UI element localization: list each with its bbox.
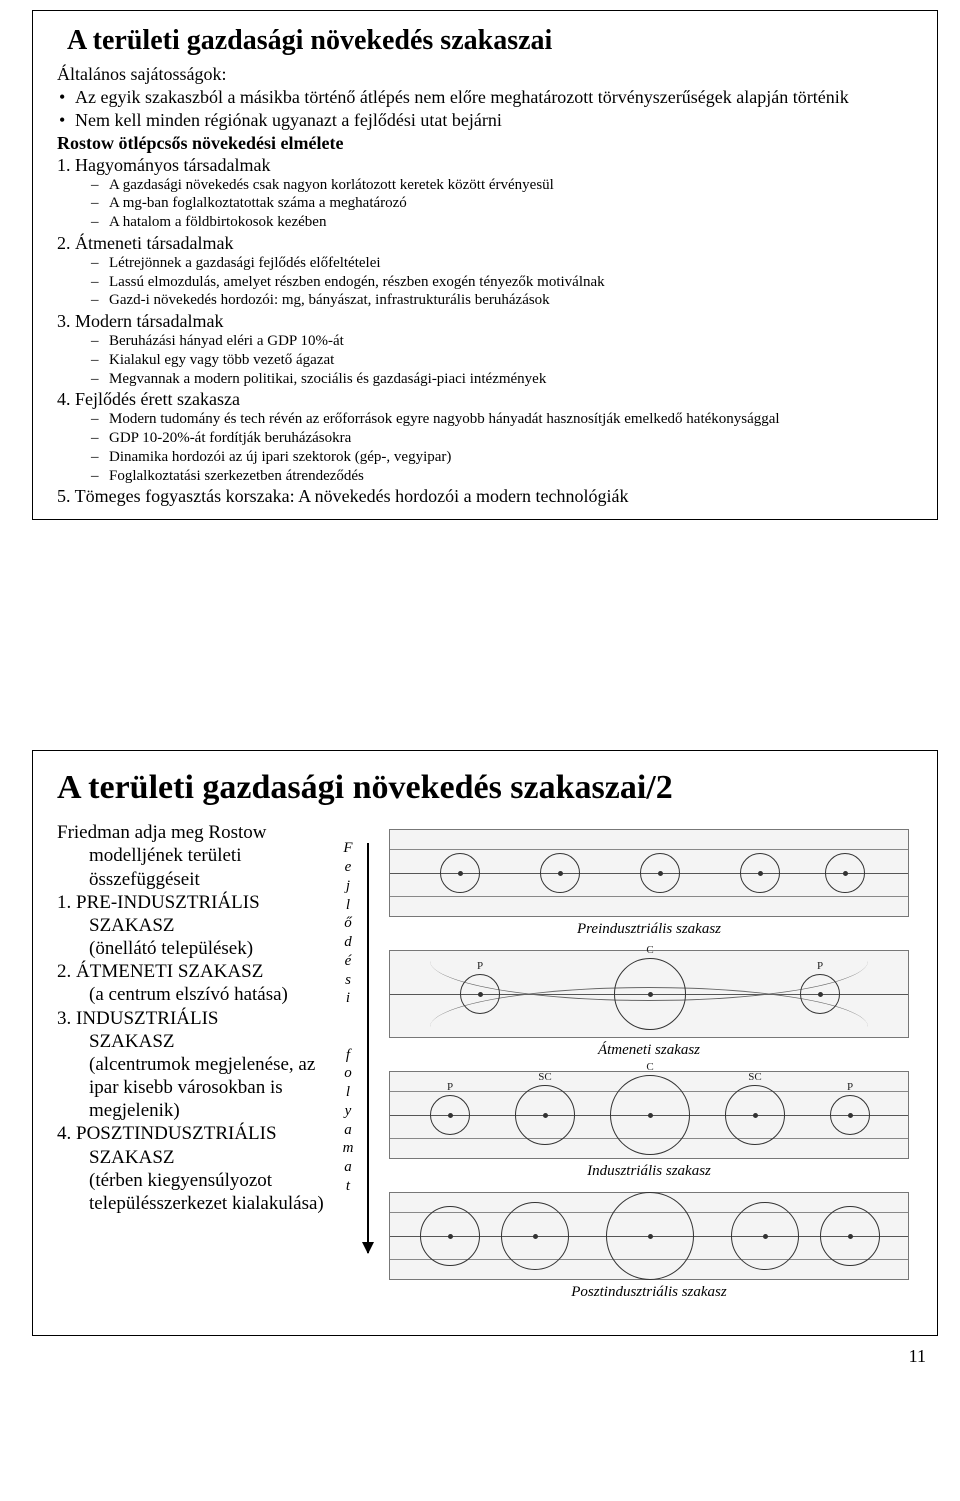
phase-head: 4. POSZTINDUSZTRIÁLIS xyxy=(57,1123,277,1144)
node-label: C xyxy=(646,1061,653,1073)
stage-item: Modern tudomány és tech révén az erőforr… xyxy=(57,410,913,429)
stage-item: Létrejönnek a gazdasági fejlődés előfelt… xyxy=(57,254,913,273)
stage5: 5. Tömeges fogyasztás korszaka: A növeke… xyxy=(57,486,913,507)
slide-2: A területi gazdasági növekedés szakaszai… xyxy=(32,750,938,1336)
stage-head: 4. Fejlődés érett szakasza xyxy=(57,389,913,410)
stage-list: Beruházási hányad eléri a GDP 10%-át Kia… xyxy=(57,332,913,388)
diagram-panel: PSCCSCP xyxy=(389,1071,909,1159)
general-item: Az egyik szakaszból a másikba történő át… xyxy=(57,86,913,109)
stage-head: 2. Átmeneti társadalmak xyxy=(57,233,913,254)
stage-item: Gazd-i növekedés hordozói: mg, bányászat… xyxy=(57,291,913,310)
stage-head: 3. Modern társadalmak xyxy=(57,311,913,332)
general-label: Általános sajátosságok: xyxy=(57,63,913,86)
phase-head2: SZAKASZ xyxy=(57,1030,327,1053)
phases-text: Friedman adja meg Rostow modelljének ter… xyxy=(57,821,327,1313)
phase-head2: SZAKASZ xyxy=(57,914,327,937)
panel-caption: Posztindusztriális szakasz xyxy=(389,1284,909,1301)
intro-text: Friedman adja meg Rostow xyxy=(57,822,267,843)
phase-head: 2. ÁTMENETI SZAKASZ xyxy=(57,961,263,982)
slide-1: A területi gazdasági növekedés szakaszai… xyxy=(32,10,938,520)
phase-sub: (térben kiegyensúlyozot településszerkez… xyxy=(57,1169,327,1215)
rostow-label: Rostow ötlépcsős növekedési elmélete xyxy=(57,133,343,153)
intro-indent: modelljének területi összefüggéseit xyxy=(57,844,327,890)
node-label: P xyxy=(447,1081,453,1093)
stage-list: Modern tudomány és tech révén az erőforr… xyxy=(57,410,913,485)
node-label: P xyxy=(847,1081,853,1093)
phase-head: 3. INDUSZTRIÁLIS xyxy=(57,1008,219,1029)
node-label: SC xyxy=(748,1071,761,1083)
panel-caption: Indusztriális szakasz xyxy=(389,1163,909,1180)
diagram-panel xyxy=(389,1192,909,1280)
stage-item: A mg-ban foglalkoztatottak száma a megha… xyxy=(57,194,913,213)
stage-item: Foglalkoztatási szerkezetben átrendeződé… xyxy=(57,467,913,486)
diagram-panel: PCP xyxy=(389,950,909,1038)
node-label: P xyxy=(817,960,823,972)
y-axis-label: Fejlődésifolyamat xyxy=(341,839,355,1195)
stage-list: A gazdasági növekedés csak nagyon korlát… xyxy=(57,176,913,232)
slide2-title: A területi gazdasági növekedés szakaszai… xyxy=(57,769,913,807)
stage-item: A hatalom a földbirtokosok kezében xyxy=(57,213,913,232)
stage-item: Megvannak a modern politikai, szociális … xyxy=(57,370,913,389)
stage-list: Létrejönnek a gazdasági fejlődés előfelt… xyxy=(57,254,913,310)
stage-head: 1. Hagyományos társadalmak xyxy=(57,155,913,176)
stage-item: Dinamika hordozói az új ipari szektorok … xyxy=(57,448,913,467)
stage-item: Kialakul egy vagy több vezető ágazat xyxy=(57,351,913,370)
general-list: Az egyik szakaszból a másikba történő át… xyxy=(57,86,913,132)
diagram: Fejlődésifolyamat Preindusztriális szaka… xyxy=(335,821,913,1313)
stage-item: GDP 10-20%-át fordítják beruházásokra xyxy=(57,429,913,448)
phase-sub: (a centrum elszívó hatása) xyxy=(57,983,327,1006)
page-number: 11 xyxy=(0,1346,926,1367)
node-label: C xyxy=(646,944,653,956)
node-label: SC xyxy=(538,1071,551,1083)
phase-sub: (alcentrumok megjelenése, az ipar kisebb… xyxy=(57,1053,327,1123)
node-label: P xyxy=(477,960,483,972)
arrow-down-icon xyxy=(367,843,369,1253)
stage-item: Lassú elmozdulás, amelyet részben endogé… xyxy=(57,273,913,292)
general-item: Nem kell minden régiónak ugyanazt a fejl… xyxy=(57,109,913,132)
stage-item: Beruházási hányad eléri a GDP 10%-át xyxy=(57,332,913,351)
phase-head2: SZAKASZ xyxy=(57,1146,327,1169)
phase-head: 1. PRE-INDUSZTRIÁLIS xyxy=(57,892,260,913)
phase-sub: (önellátó települések) xyxy=(57,937,327,960)
slide1-title: A területi gazdasági növekedés szakaszai xyxy=(67,25,913,57)
stage-item: A gazdasági növekedés csak nagyon korlát… xyxy=(57,176,913,195)
diagram-panel xyxy=(389,829,909,917)
